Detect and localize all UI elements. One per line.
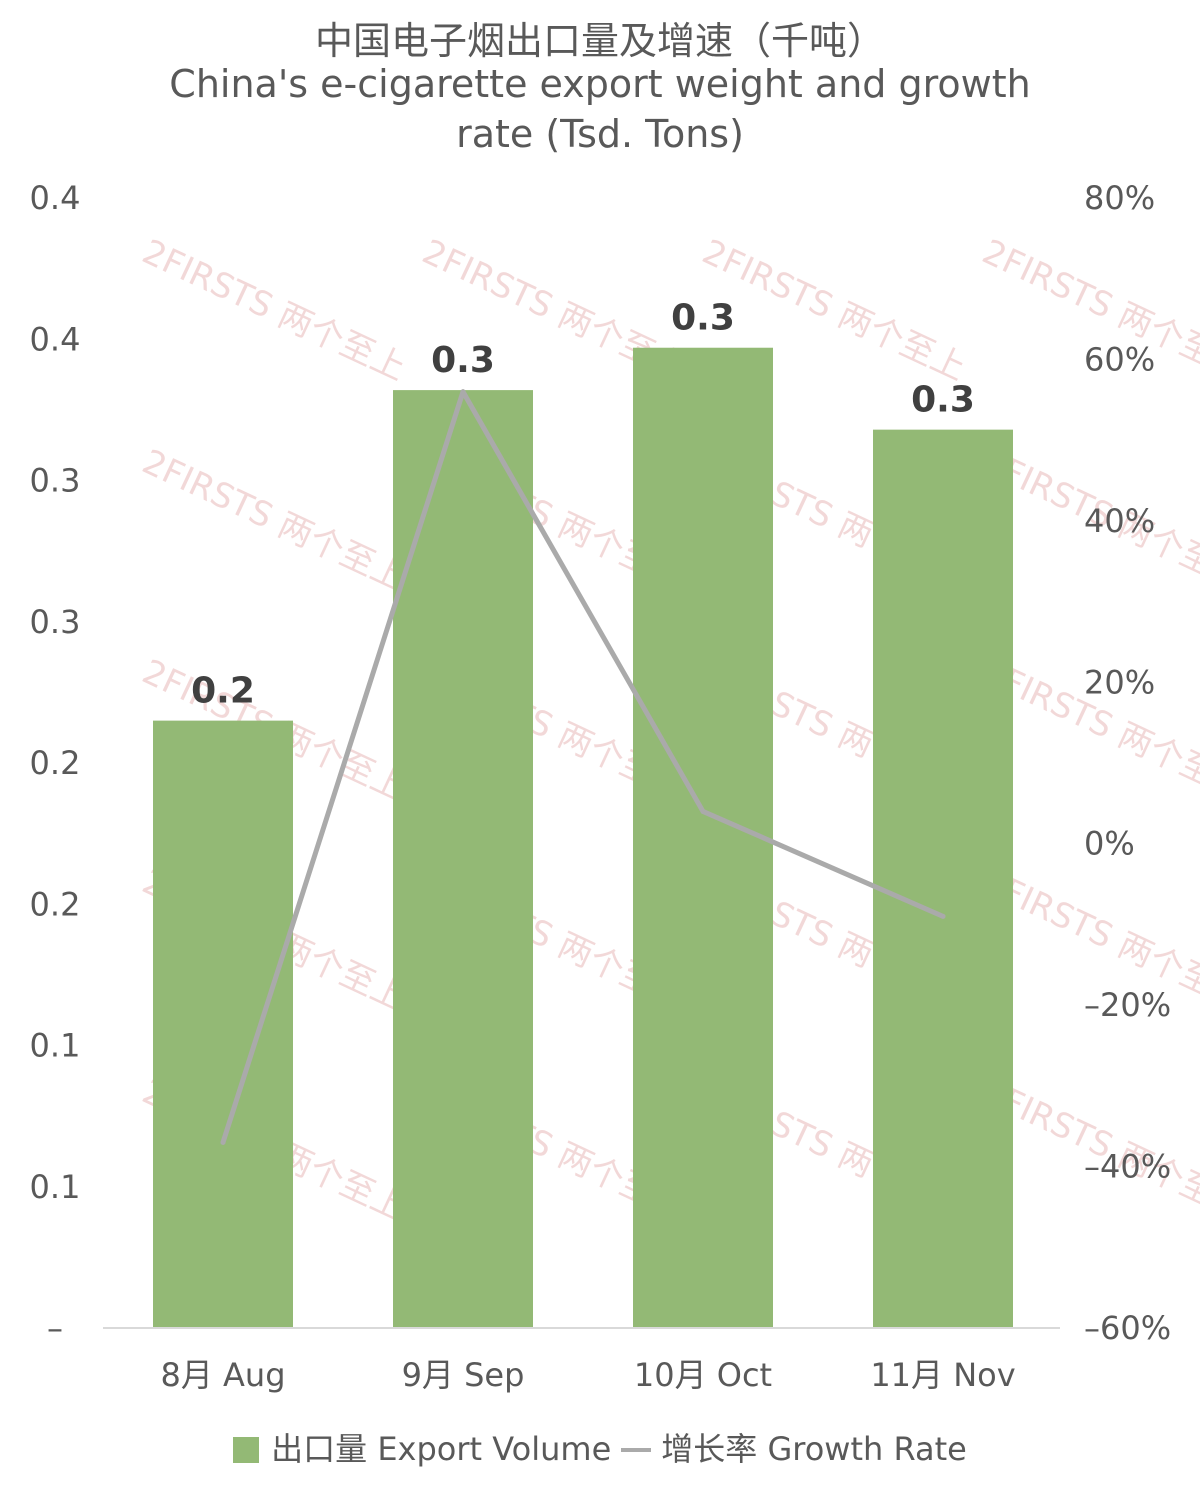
bar-series bbox=[153, 347, 1013, 1329]
data-label-1: 0.3 bbox=[431, 340, 495, 381]
legend-bar-label: 出口量 Export Volume bbox=[271, 1430, 612, 1468]
data-label-3: 0.3 bbox=[911, 380, 975, 421]
watermark-text: 2FIRSTS 两个至上 bbox=[136, 442, 412, 599]
right-tick-label-5: 40% bbox=[1084, 502, 1155, 540]
bar-3 bbox=[873, 429, 1013, 1328]
growth-rate-point-2 bbox=[700, 808, 706, 814]
growth-rate-point-1 bbox=[460, 389, 466, 395]
data-label-0: 0.2 bbox=[191, 671, 255, 712]
chart-title-en-line1: China's e-cigarette export weight and gr… bbox=[169, 62, 1031, 106]
x-axis-ticks: 8月 Aug 9月 Sep 10月 Oct 11月 Nov bbox=[160, 1356, 1015, 1394]
left-tick-label-3: 0.2 bbox=[30, 885, 81, 923]
growth-rate-line bbox=[220, 389, 946, 1145]
left-tick-label-6: 0.3 bbox=[30, 462, 81, 500]
right-tick-label-0: –60% bbox=[1084, 1309, 1171, 1347]
left-tick-label-2: 0.1 bbox=[30, 1027, 81, 1065]
legend-bar-swatch bbox=[233, 1437, 260, 1463]
left-tick-label-0: – bbox=[47, 1309, 63, 1347]
chart-title-zh: 中国电子烟出口量及增速（千吨） bbox=[314, 19, 885, 63]
right-tick-label-2: –20% bbox=[1084, 986, 1171, 1024]
category-label-3: 11月 Nov bbox=[870, 1356, 1015, 1394]
left-tick-label-5: 0.3 bbox=[30, 603, 81, 641]
right-tick-label-3: 0% bbox=[1084, 825, 1135, 863]
right-axis-ticks: –60% –40% –20% 0% 20% 40% 60% 80% bbox=[1084, 179, 1171, 1347]
left-tick-label-8: 0.4 bbox=[30, 179, 81, 217]
left-tick-label-1: 0.1 bbox=[30, 1168, 81, 1206]
chart-title-en-line2: rate (Tsd. Tons) bbox=[456, 112, 744, 156]
category-label-2: 10月 Oct bbox=[634, 1356, 772, 1394]
right-tick-label-4: 20% bbox=[1084, 663, 1155, 701]
bar-2 bbox=[633, 347, 773, 1329]
category-label-1: 9月 Sep bbox=[402, 1356, 525, 1394]
legend-line-label: 增长率 Growth Rate bbox=[661, 1430, 967, 1468]
left-tick-label-7: 0.4 bbox=[30, 320, 81, 358]
category-label-0: 8月 Aug bbox=[160, 1356, 285, 1394]
right-tick-label-1: –40% bbox=[1084, 1148, 1171, 1186]
right-tick-label-7: 80% bbox=[1084, 179, 1155, 217]
right-tick-label-6: 60% bbox=[1084, 340, 1155, 378]
data-labels: 0.2 0.3 0.3 0.3 bbox=[191, 298, 975, 712]
left-axis-ticks: – 0.1 0.1 0.2 0.2 0.3 0.3 0.4 0.4 bbox=[30, 179, 81, 1347]
legend: 出口量 Export Volume 增长率 Growth Rate bbox=[0, 1424, 1200, 1470]
growth-rate-point-0 bbox=[220, 1139, 226, 1145]
left-tick-label-4: 0.2 bbox=[30, 744, 81, 782]
bar-1 bbox=[393, 390, 533, 1329]
growth-rate-series bbox=[220, 389, 946, 1145]
data-label-2: 0.3 bbox=[671, 298, 735, 339]
watermark-text: 2FIRSTS 两个至上 bbox=[136, 232, 412, 389]
legend-line-swatch bbox=[621, 1448, 652, 1452]
growth-rate-point-3 bbox=[940, 913, 946, 919]
bar-0 bbox=[153, 720, 293, 1328]
